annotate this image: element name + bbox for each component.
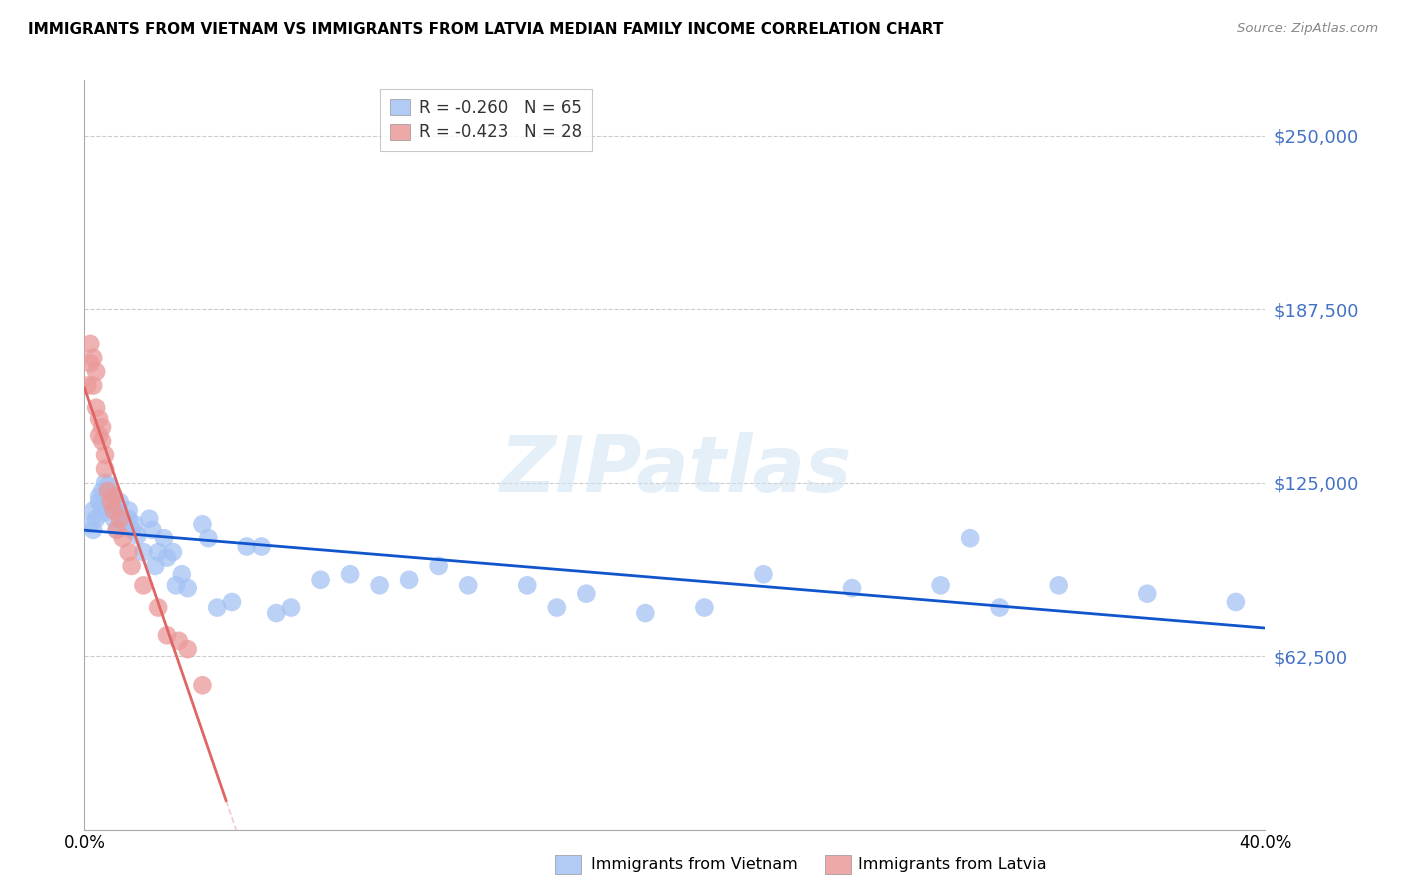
Point — [108, 512, 131, 526]
Point — [309, 573, 332, 587]
Point — [100, 495, 122, 509]
Point — [575, 587, 598, 601]
Point — [82, 503, 104, 517]
Point — [100, 500, 122, 515]
Point — [162, 545, 184, 559]
Point — [114, 517, 136, 532]
Point — [94, 448, 117, 462]
Point — [111, 531, 134, 545]
Point — [82, 523, 104, 537]
Point — [167, 633, 190, 648]
Point — [693, 600, 716, 615]
Point — [91, 420, 114, 434]
Point — [87, 490, 111, 504]
Point — [87, 412, 111, 426]
Point — [121, 523, 143, 537]
Text: Immigrants from Vietnam: Immigrants from Vietnam — [591, 857, 797, 872]
Point — [105, 503, 128, 517]
Text: Source: ZipAtlas.com: Source: ZipAtlas.com — [1237, 22, 1378, 36]
Point — [177, 581, 200, 595]
Point — [250, 540, 273, 554]
Point — [94, 492, 117, 507]
Point — [841, 581, 863, 595]
Point — [105, 523, 128, 537]
Point — [79, 337, 101, 351]
Point — [97, 478, 120, 492]
Point — [143, 558, 166, 573]
Point — [339, 567, 361, 582]
Point — [76, 378, 98, 392]
Text: IMMIGRANTS FROM VIETNAM VS IMMIGRANTS FROM LATVIA MEDIAN FAMILY INCOME CORRELATI: IMMIGRANTS FROM VIETNAM VS IMMIGRANTS FR… — [28, 22, 943, 37]
Point — [103, 490, 125, 504]
Point — [368, 578, 391, 592]
Point — [87, 428, 111, 442]
Point — [108, 495, 131, 509]
Point — [165, 578, 187, 592]
Point — [959, 531, 981, 545]
Point — [103, 490, 125, 504]
Point — [82, 351, 104, 365]
Point — [752, 567, 775, 582]
Point — [177, 642, 200, 657]
Point — [634, 606, 657, 620]
Point — [148, 545, 170, 559]
Point — [398, 573, 420, 587]
Point — [94, 462, 117, 476]
Text: ZIPatlas: ZIPatlas — [499, 432, 851, 508]
Point — [1047, 578, 1070, 592]
Point — [197, 531, 219, 545]
Point — [121, 558, 143, 573]
Point — [84, 512, 107, 526]
Point — [148, 600, 170, 615]
Point — [236, 540, 259, 554]
Point — [111, 512, 134, 526]
Point — [153, 531, 176, 545]
Point — [546, 600, 568, 615]
Point — [118, 512, 141, 526]
Point — [988, 600, 1011, 615]
Point — [118, 503, 141, 517]
Point — [929, 578, 952, 592]
Point — [138, 512, 160, 526]
Point — [191, 678, 214, 692]
Point — [82, 378, 104, 392]
Point — [221, 595, 243, 609]
Text: Immigrants from Latvia: Immigrants from Latvia — [858, 857, 1046, 872]
Point — [191, 517, 214, 532]
Point — [79, 517, 101, 532]
Point — [280, 600, 302, 615]
Point — [97, 483, 120, 498]
Point — [127, 528, 149, 542]
Point — [1136, 587, 1159, 601]
Point — [87, 495, 111, 509]
Point — [103, 503, 125, 517]
Point — [266, 606, 288, 620]
Point — [156, 550, 179, 565]
Point — [207, 600, 229, 615]
Point — [91, 483, 114, 498]
Point — [84, 365, 107, 379]
Point — [118, 545, 141, 559]
Point — [91, 506, 114, 520]
Point — [91, 434, 114, 448]
Point — [97, 495, 120, 509]
Point — [132, 578, 155, 592]
Point — [105, 523, 128, 537]
Point — [79, 356, 101, 370]
Legend: R = -0.260   N = 65, R = -0.423   N = 28: R = -0.260 N = 65, R = -0.423 N = 28 — [380, 88, 592, 152]
Point — [170, 567, 193, 582]
Point — [124, 517, 146, 532]
Point — [84, 401, 107, 415]
Point — [94, 475, 117, 490]
Point — [427, 558, 450, 573]
Point — [457, 578, 479, 592]
Point — [141, 523, 163, 537]
Point — [91, 500, 114, 515]
Point — [132, 545, 155, 559]
Point — [103, 512, 125, 526]
Point — [156, 628, 179, 642]
Point — [516, 578, 538, 592]
Point — [1225, 595, 1247, 609]
